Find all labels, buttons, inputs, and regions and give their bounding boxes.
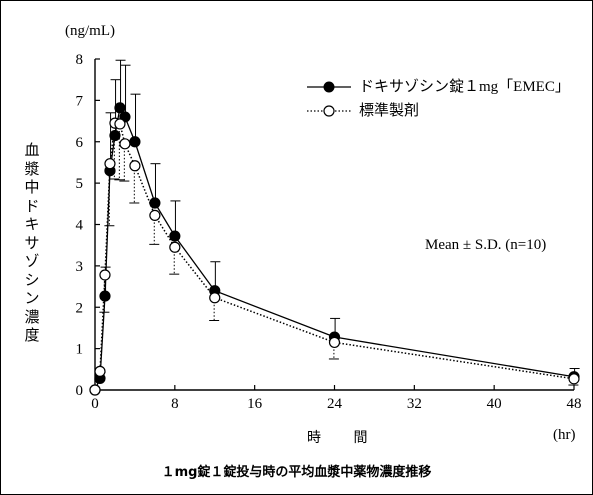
data-point-reference: [169, 241, 181, 253]
y-tick-label: 7: [76, 93, 84, 109]
x-axis-unit: (hr): [553, 427, 576, 443]
y-tick-label: 4: [76, 218, 84, 234]
x-tick-label: 48: [567, 396, 582, 412]
x-tick-label: 0: [91, 396, 99, 412]
legend-label-reference: 標準製剤: [359, 103, 420, 119]
x-tick-label: 16: [247, 396, 263, 412]
stats-annotation: Mean ± S.D. (n=10): [425, 237, 547, 253]
data-point-reference: [568, 373, 580, 385]
y-tick-label: 2: [76, 300, 84, 316]
data-point-reference: [114, 118, 126, 130]
data-point-test: [149, 197, 161, 209]
chart-caption: １mg錠１錠投与時の平均血漿中薬物濃度推移: [161, 465, 432, 480]
x-tick-label: 40: [487, 396, 502, 412]
y-tick-label: 0: [76, 383, 84, 399]
y-tick-label: 5: [76, 176, 84, 192]
legend-swatch-test: [307, 81, 351, 93]
data-point-test: [99, 290, 111, 302]
data-point-reference: [104, 158, 116, 170]
x-tick-label: 8: [171, 396, 179, 412]
y-tick-label: 1: [76, 342, 84, 358]
y-axis-unit: (ng/mL): [65, 23, 115, 39]
x-tick-label: 32: [407, 396, 422, 412]
legend-swatch-reference: [307, 105, 351, 117]
y-tick-label: 3: [76, 259, 84, 275]
x-tick-label: 24: [327, 396, 343, 412]
x-axis-label: 時 間: [307, 430, 382, 446]
data-point-test: [169, 230, 181, 242]
data-point-reference: [94, 365, 106, 377]
data-point-reference: [328, 336, 341, 349]
y-tick-label: 6: [76, 135, 84, 151]
data-point-test: [129, 136, 141, 148]
data-point-reference: [129, 160, 141, 172]
y-tick-label: 8: [76, 52, 84, 68]
series-line-reference: [94, 122, 575, 391]
y-axis-label: 血漿中ドキサゾシン濃度: [24, 141, 40, 344]
data-point-reference: [119, 138, 131, 150]
data-point-reference: [149, 209, 161, 221]
legend-label-test: ドキサゾシン錠１mg「EMEC」: [359, 79, 570, 95]
data-point-reference: [89, 384, 101, 396]
data-point-reference: [209, 292, 221, 304]
data-point-test: [109, 129, 121, 142]
data-point-test: [114, 102, 126, 114]
data-point-reference: [99, 269, 111, 281]
